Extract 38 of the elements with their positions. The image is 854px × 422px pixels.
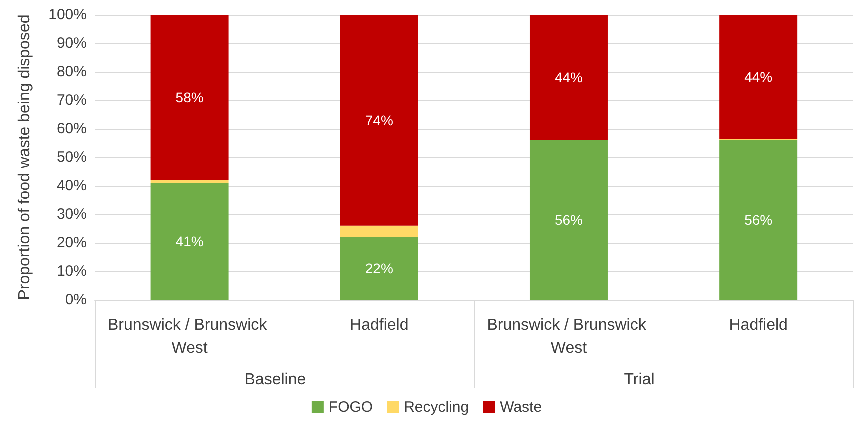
bar: [150, 15, 229, 180]
x-tick-label: Brunswick / Brunswick West: [487, 317, 651, 357]
y-tick-label: 40%: [56, 178, 87, 194]
y-tick-label: 10%: [56, 263, 87, 280]
x-tick-label: Hadfield: [350, 317, 409, 334]
y-tick-label: 80%: [56, 64, 87, 80]
y-axis-title: Proportion of food waste being disposed: [16, 14, 34, 300]
x-tick-label: Brunswick / Brunswick West: [108, 317, 272, 357]
data-label: 44%: [554, 70, 583, 86]
y-tick-label: 100%: [48, 6, 87, 24]
y-tick-label: 50%: [56, 149, 87, 166]
data-label: 56%: [554, 212, 583, 228]
data-label: 58%: [176, 90, 204, 106]
data-label: 22%: [365, 260, 394, 277]
bar: [340, 15, 418, 226]
legend-label: FOGO: [328, 399, 374, 416]
bar: [530, 15, 608, 140]
bar: [530, 140, 608, 300]
y-tick-label: 60%: [56, 120, 87, 138]
y-tick-label: 70%: [56, 92, 87, 109]
text: Baseline: [244, 372, 306, 388]
bar: [340, 237, 418, 300]
y-tick-label: 0%: [65, 292, 87, 308]
data-label: 56%: [744, 212, 773, 228]
y-tick-label: 90%: [56, 35, 87, 52]
bar: [150, 183, 229, 300]
legend-label: Waste: [500, 399, 542, 416]
bar: [340, 226, 418, 238]
legend-label: Recycling: [404, 399, 470, 416]
y-tick-label: 30%: [56, 206, 87, 223]
bar: [720, 140, 798, 300]
y-tick-label: 20%: [56, 234, 87, 252]
data-label: 44%: [744, 68, 773, 85]
data-label: 41%: [176, 234, 204, 250]
bar: [720, 15, 798, 139]
x-tick-label: Hadfield: [729, 317, 788, 334]
text: Trial: [624, 372, 655, 388]
data-label: 74%: [365, 112, 394, 128]
